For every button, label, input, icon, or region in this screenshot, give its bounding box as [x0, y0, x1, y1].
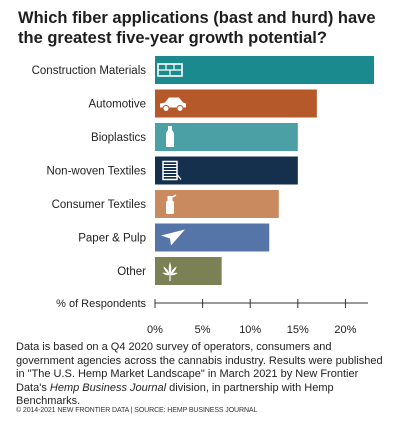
x-tick-label: 0% [147, 324, 163, 336]
spray-bottle-icon [166, 194, 177, 214]
category-label: Other [117, 266, 146, 278]
cannabis-leaf-icon [162, 262, 178, 281]
bar [155, 257, 222, 285]
bar [155, 156, 298, 185]
bar-chart: Construction Materials Automotive Bioplast… [32, 56, 374, 336]
chart-title: Which fiber applications (bast and hurd)… [18, 9, 376, 47]
footnote-text: Data is based on a Q4 2020 survey of ope… [16, 341, 383, 394]
category-label: Consumer Textiles [52, 199, 147, 211]
x-tick-label: 20% [334, 324, 356, 336]
brick-icon [157, 63, 183, 77]
x-tick-label: 5% [195, 324, 211, 336]
footnote: Data is based on a Q4 2020 survey of ope… [16, 341, 388, 409]
category-label: Construction Materials [32, 65, 147, 77]
bottle-icon [166, 126, 174, 147]
bar [155, 56, 374, 84]
footnote-text-end: division, in partnership with Hemp Bench… [16, 381, 334, 408]
x-tick-label: 10% [239, 324, 261, 336]
category-label: Automotive [88, 99, 146, 111]
category-label: Paper & Pulp [78, 233, 146, 245]
footnote-journal: Hemp Business Journal [49, 381, 167, 394]
car-icon [160, 97, 186, 112]
category-label: Bioplastics [91, 132, 146, 144]
x-tick-label: 15% [287, 324, 309, 336]
x-axis-title: % of Respondents [56, 298, 146, 310]
bar [155, 123, 298, 151]
category-label: Non-woven Textiles [46, 166, 146, 178]
fabric-roll-icon [162, 160, 182, 181]
copyright: © 2014-2021 NEW FRONTIER DATA | SOURCE: … [16, 407, 258, 414]
paper-plane-icon [161, 229, 185, 246]
